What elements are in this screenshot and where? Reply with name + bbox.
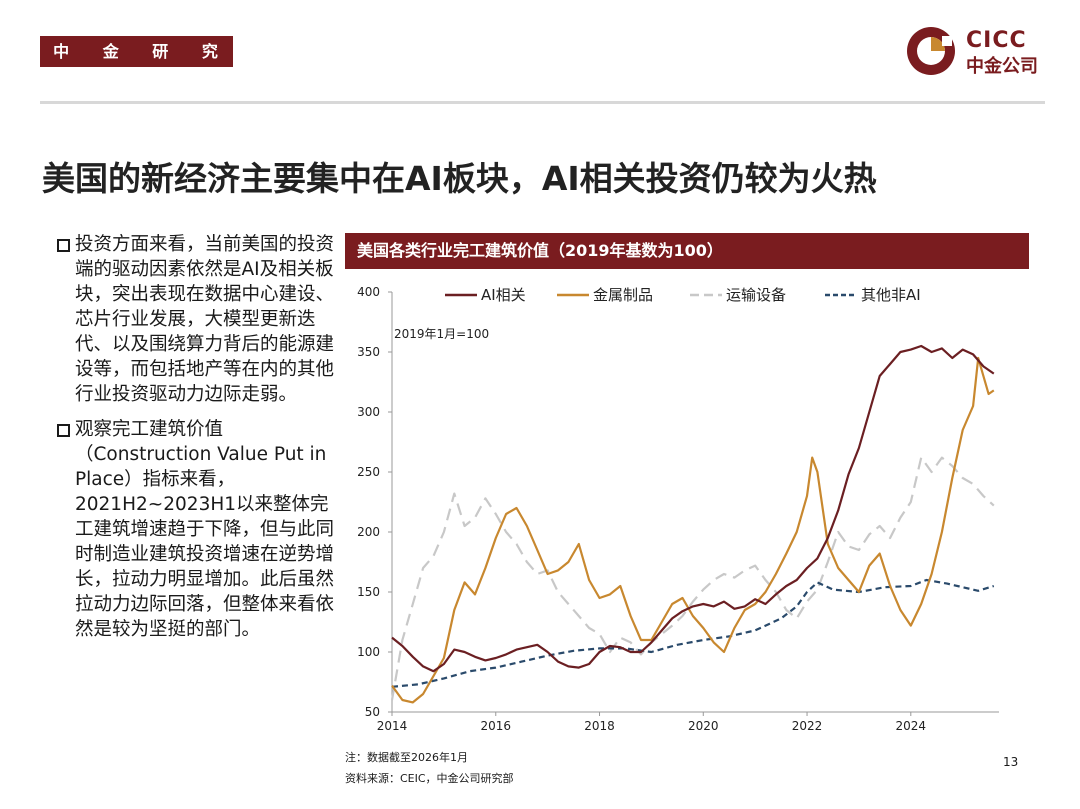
- legend-label: AI相关: [481, 286, 526, 304]
- y-tick-label: 200: [357, 525, 380, 539]
- y-tick-label: 300: [357, 405, 380, 419]
- bullet-square-icon: [57, 239, 70, 252]
- line-chart: 50 100 150 200 250 300 350 400 2014 2016 2018 2020 2…: [357, 285, 999, 733]
- y-tick-label: 250: [357, 465, 380, 479]
- y-tick-label: 50: [365, 705, 380, 719]
- department-badge: 中 金 研 究 部: [40, 36, 233, 92]
- series-line-2: [390, 456, 995, 701]
- chart-title-bar: 美国各类行业完工建筑价值（2019年基数为100）: [345, 233, 1029, 269]
- source-note: 资料来源：CEIC，中金公司研究部: [345, 772, 514, 785]
- x-tick-label: 2016: [480, 719, 511, 733]
- logo-text-en: CICC: [966, 28, 1027, 53]
- footnote: 注：数据截至2026年1月: [345, 751, 468, 764]
- x-tick-label: 2022: [792, 719, 823, 733]
- x-tick-label: 2020: [688, 719, 719, 733]
- cicc-logo: CICC 中金公司: [906, 26, 1051, 78]
- y-tick-label: 100: [357, 645, 380, 659]
- header-divider: [40, 101, 1045, 104]
- bullet-text: 投资方面来看，当前美国的投资端的驱动因素依然是AI及相关板块，突出表现在数据中心…: [75, 234, 335, 405]
- cicc-logo-icon: [907, 27, 955, 75]
- bullet-item: 观察完工建筑价值（Construction Value Put in Place…: [57, 417, 342, 642]
- chart-annotation: 2019年1月=100: [394, 327, 489, 341]
- x-tick-label: 2024: [896, 719, 927, 733]
- bullet-square-icon: [57, 424, 70, 437]
- legend-label: 其他非AI: [861, 286, 921, 304]
- series-line-3: [391, 578, 995, 688]
- series-line-1: [391, 356, 995, 704]
- y-tick-label: 400: [357, 285, 380, 299]
- x-tick-label: 2018: [584, 719, 615, 733]
- y-tick-label: 350: [357, 345, 380, 359]
- x-tick-label: 2014: [377, 719, 408, 733]
- slide-title: 美国的新经济主要集中在AI板块，AI相关投资仍较为火热: [42, 159, 877, 198]
- y-tick-label: 150: [357, 585, 380, 599]
- legend-label: 金属制品: [593, 286, 653, 304]
- logo-text-cn: 中金公司: [966, 56, 1038, 77]
- bullet-text: 观察完工建筑价值（Construction Value Put in Place…: [75, 419, 335, 640]
- bullet-item: 投资方面来看，当前美国的投资端的驱动因素依然是AI及相关板块，突出表现在数据中心…: [57, 232, 342, 407]
- page-number: 13: [1003, 755, 1019, 769]
- bullet-list: 投资方面来看，当前美国的投资端的驱动因素依然是AI及相关板块，突出表现在数据中心…: [57, 232, 342, 652]
- series-line-0: [391, 344, 995, 673]
- legend-label: 运输设备: [726, 286, 786, 304]
